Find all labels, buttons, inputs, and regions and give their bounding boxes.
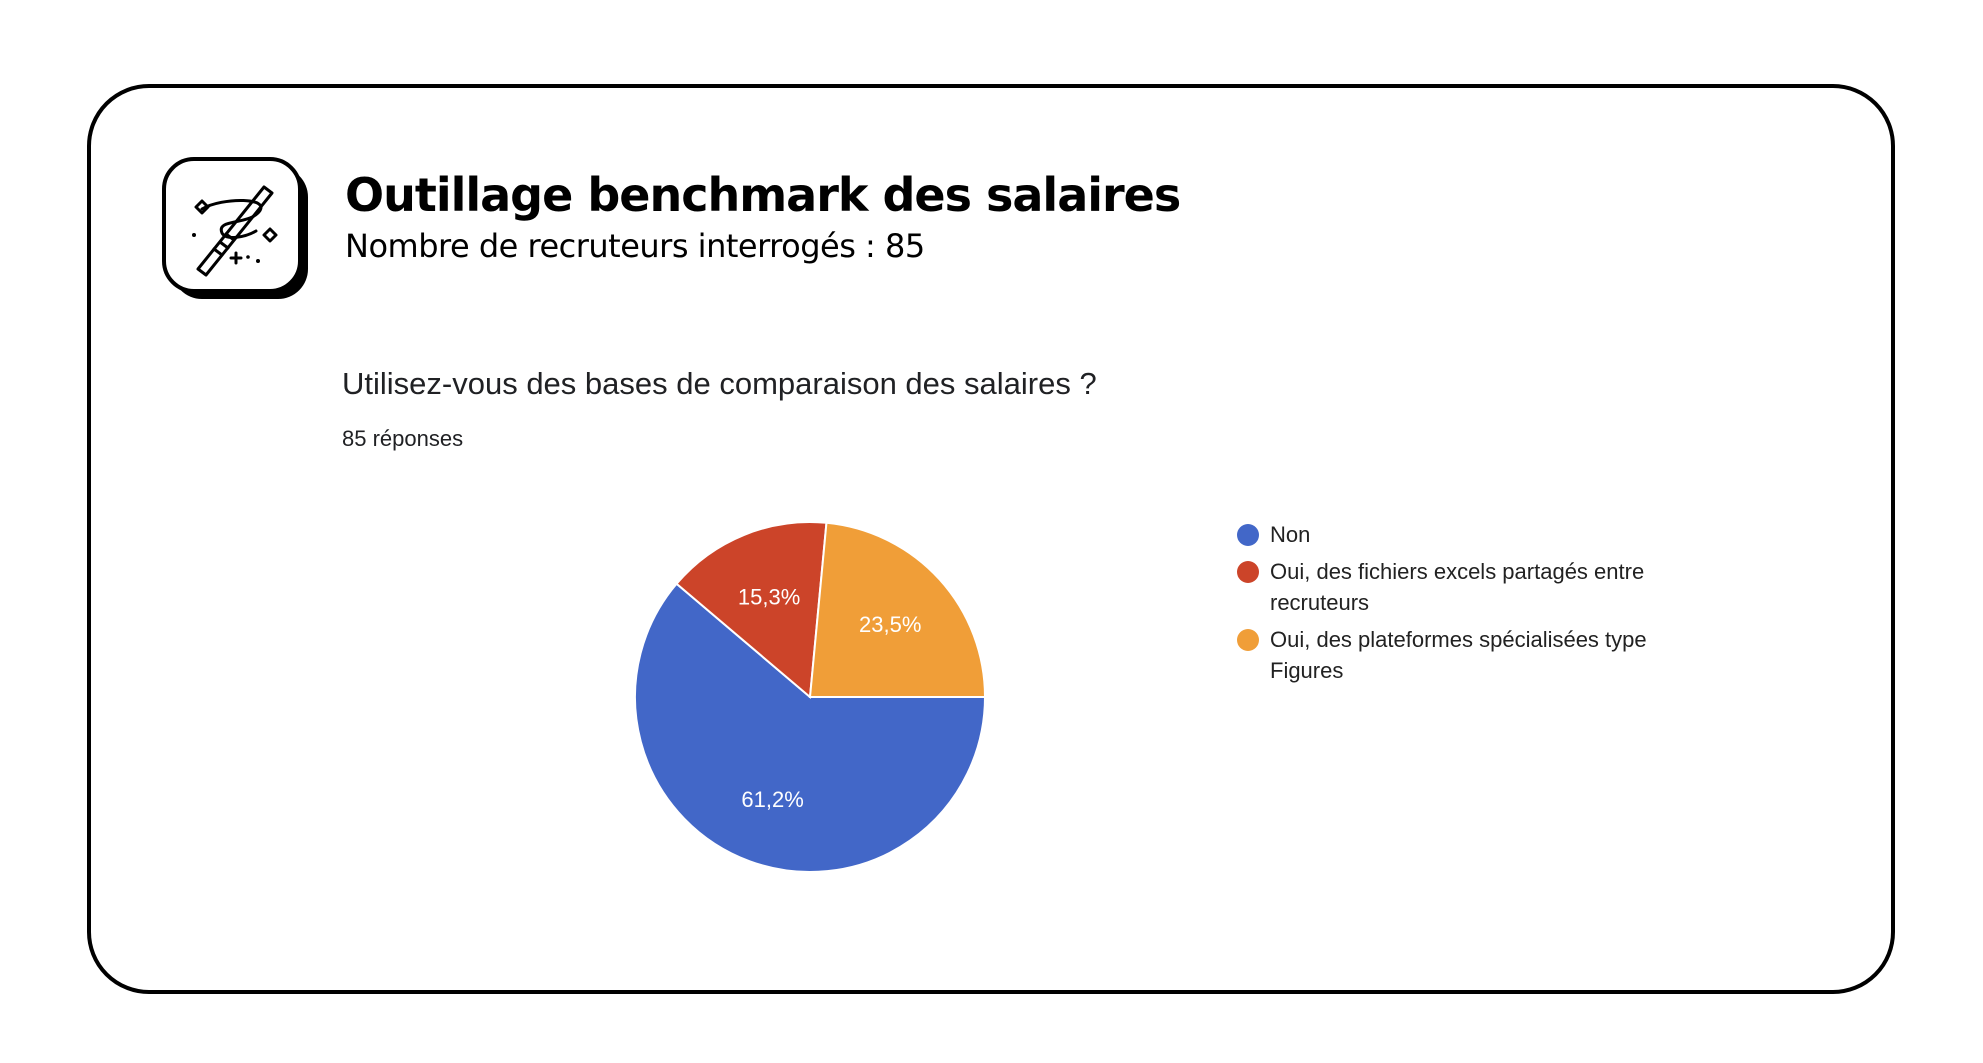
legend-item: Oui, des plateformes spécialisées type F… [1237,624,1717,686]
page-subtitle: Nombre de recruteurs interrogés : 85 [345,227,925,265]
legend-item: Non [1237,519,1717,550]
page-title: Outillage benchmark des salaires [345,168,1181,222]
slice-label: 23,5% [859,612,921,637]
pie-slice [808,521,987,698]
pie-slice [634,582,987,873]
magic-wand-icon [162,157,312,303]
legend-swatch [1237,629,1259,651]
legend-swatch [1237,561,1259,583]
content-card [87,84,1895,994]
legend-label: Oui, des plateformes spécialisées type F… [1270,627,1647,683]
slice-label: 15,3% [738,585,800,610]
legend-swatch [1237,524,1259,546]
slice-label: 61,2% [741,787,803,812]
pie-chart: 61,2% 15,3% 23,5% [634,521,987,873]
chart-legend: Non Oui, des fichiers excels partagés ent… [1237,519,1717,692]
pie-slice [675,521,828,700]
survey-question: Utilisez-vous des bases de comparaison d… [342,366,1097,401]
legend-item: Oui, des fichiers excels partagés entre … [1237,556,1717,618]
legend-label: Oui, des fichiers excels partagés entre … [1270,559,1645,615]
legend-label: Non [1270,522,1311,547]
response-count: 85 réponses [342,426,464,451]
